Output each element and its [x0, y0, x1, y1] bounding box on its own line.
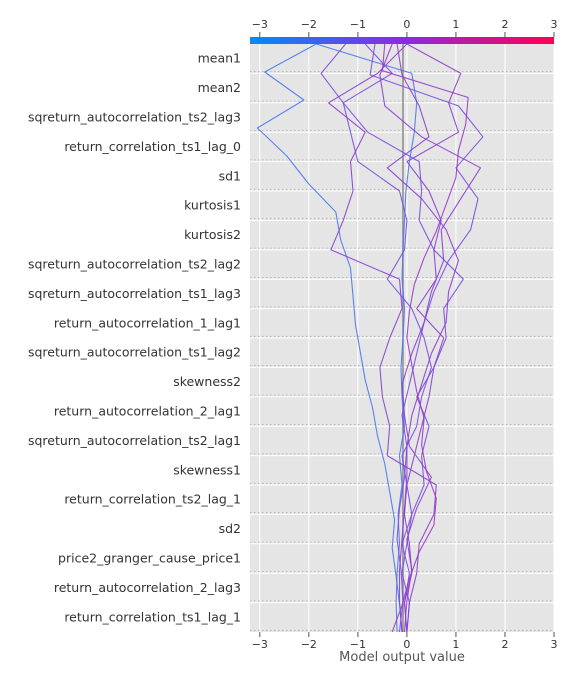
top-tick-label: 2 — [501, 18, 508, 31]
feature-label: return_autocorrelation_2_lag3 — [54, 580, 241, 595]
bottom-tick-label: 2 — [501, 638, 508, 651]
top-tick-label: −3 — [252, 18, 268, 31]
top-axis-ticks: −3 −2 −1 0 1 2 3 — [252, 18, 558, 37]
feature-label: sqreturn_autocorrelation_ts2_lag3 — [28, 110, 241, 125]
feature-label: skewness1 — [173, 462, 241, 477]
top-tick-label: 1 — [452, 18, 459, 31]
top-tick-label: −1 — [350, 18, 366, 31]
bottom-tick-label: −3 — [252, 638, 268, 651]
bottom-tick-label: −2 — [301, 638, 317, 651]
feature-label: sqreturn_autocorrelation_ts1_lag2 — [28, 345, 241, 360]
feature-label: mean1 — [198, 51, 241, 66]
feature-label: return_correlation_ts1_lag_0 — [64, 139, 241, 154]
feature-labels: mean1 mean2 sqreturn_autocorrelation_ts2_l… — [28, 51, 241, 625]
feature-label: sqreturn_autocorrelation_ts2_lag1 — [28, 433, 241, 448]
feature-label: sd1 — [219, 168, 241, 183]
bottom-tick-label: 3 — [551, 638, 558, 651]
feature-label: sqreturn_autocorrelation_ts1_lag3 — [28, 286, 241, 301]
feature-label: sqreturn_autocorrelation_ts2_lag2 — [28, 257, 241, 272]
feature-label: return_correlation_ts1_lag_1 — [64, 609, 241, 624]
feature-label: sd2 — [219, 521, 241, 536]
colorbar — [250, 37, 554, 44]
feature-label: return_autocorrelation_2_lag1 — [54, 404, 241, 419]
feature-label: kurtosis2 — [184, 227, 241, 242]
feature-label: skewness2 — [173, 374, 241, 389]
feature-label: return_autocorrelation_1_lag1 — [54, 315, 241, 330]
top-tick-label: −2 — [301, 18, 317, 31]
feature-label: kurtosis1 — [184, 198, 241, 213]
feature-label: price2_granger_cause_price1 — [58, 551, 241, 566]
top-tick-label: 3 — [551, 18, 558, 31]
feature-label: return_correlation_ts2_lag_1 — [64, 492, 241, 507]
bottom-axis-ticks: −3 −2 −1 0 1 2 3 — [252, 632, 558, 651]
top-tick-label: 0 — [403, 18, 410, 31]
x-axis-label: Model output value — [339, 650, 465, 665]
feature-label: mean2 — [198, 80, 241, 95]
